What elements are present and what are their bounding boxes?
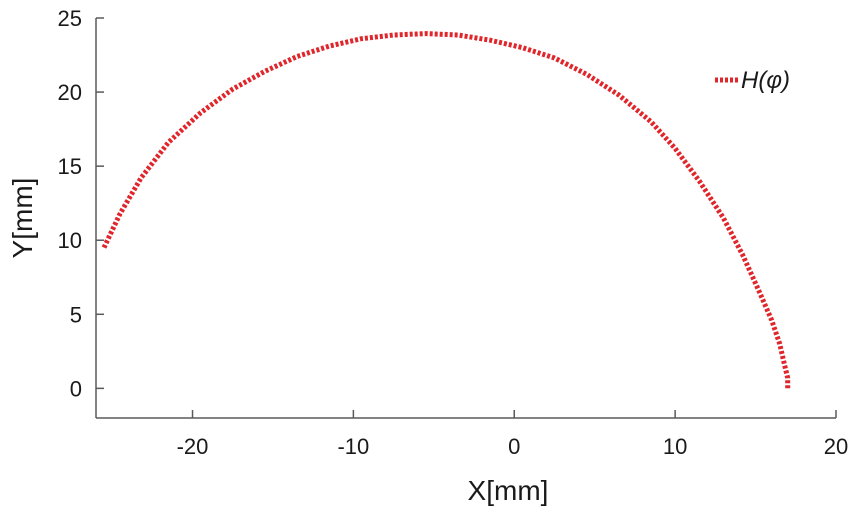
x-tick-label: -20 [177,434,209,459]
x-tick-label: 0 [508,434,520,459]
legend: H(φ) [715,67,790,94]
y-tick-label: 0 [70,376,82,401]
y-tick-label: 25 [58,6,82,31]
x-tick-label: 20 [824,434,848,459]
x-ticks: -20 -10 0 10 20 [177,410,848,459]
series-line [101,31,791,389]
y-axis-title: Y[mm] [7,178,38,259]
x-tick-label: 10 [663,434,687,459]
x-tick-label: -10 [337,434,369,459]
legend-label: H(φ) [741,67,790,94]
x-axis-title: X[mm] [468,475,549,506]
axes [95,18,836,419]
y-tick-label: 20 [58,80,82,105]
y-tick-label: 15 [58,154,82,179]
y-ticks: 0 5 10 15 20 25 [58,6,104,401]
y-tick-label: 5 [70,302,82,327]
y-tick-label: 10 [58,228,82,253]
series-layer [101,31,791,389]
